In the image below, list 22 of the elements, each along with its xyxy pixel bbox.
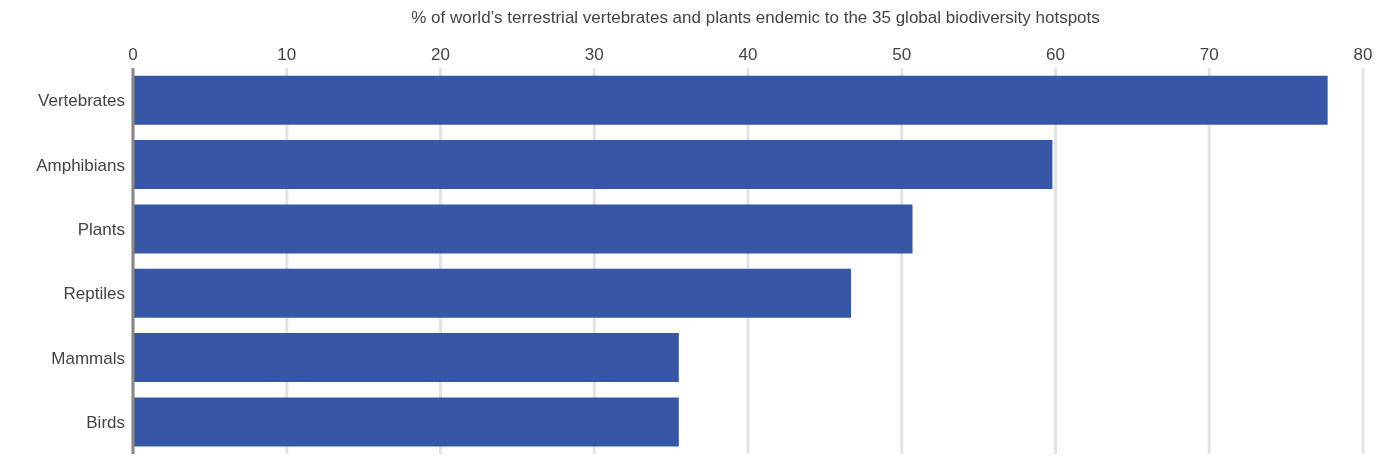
- x-tick-label: 50: [892, 45, 912, 64]
- chart-title: % of world’s terrestrial vertebrates and plants endemic to the 35 global biodiversity hotspots: [410, 8, 1101, 29]
- y-tick-label: Amphibians: [36, 155, 125, 175]
- y-tick-label: Plants: [77, 219, 125, 239]
- x-tick-label: 0: [128, 45, 138, 64]
- x-tick-label: 60: [1046, 45, 1065, 64]
- x-tick-label: 40: [738, 45, 758, 64]
- y-tick-label: Reptiles: [63, 284, 125, 304]
- x-tick-label: 20: [431, 45, 450, 64]
- bar: [133, 397, 679, 447]
- bar: [133, 140, 1053, 190]
- x-tick-label: 10: [277, 45, 297, 64]
- y-tick-label: Vertebrates: [38, 91, 125, 111]
- bar: [133, 268, 852, 318]
- x-tick-label: 70: [1199, 45, 1219, 64]
- bar: [133, 75, 1328, 125]
- bar: [133, 204, 913, 254]
- y-tick-label: Mammals: [51, 348, 125, 368]
- x-tick-label: 30: [584, 45, 604, 64]
- x-tick-label: 80: [1353, 45, 1373, 64]
- bar: [133, 333, 679, 383]
- y-tick-label: Birds: [86, 412, 125, 432]
